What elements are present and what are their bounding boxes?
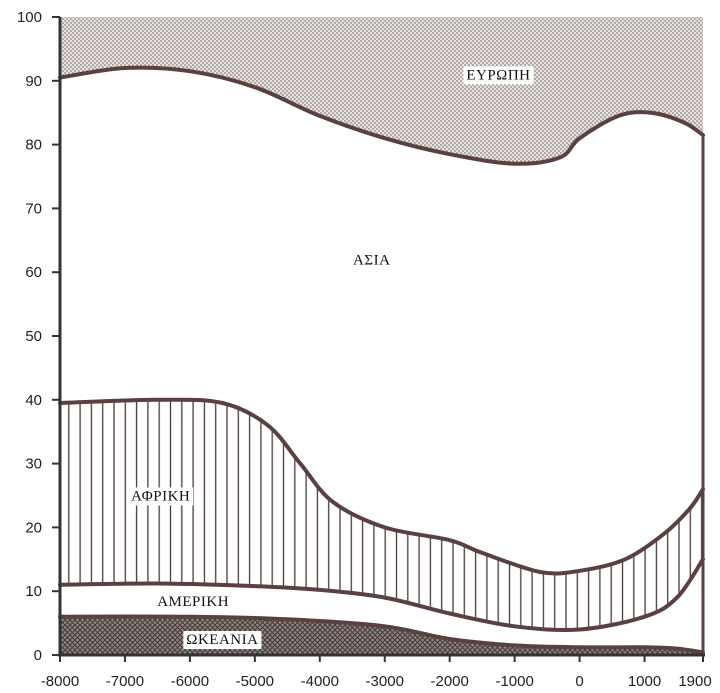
region-none bbox=[60, 559, 703, 653]
y-tick-label: 50 bbox=[25, 328, 42, 345]
region-label: ΑΦΡΙΚΗ bbox=[131, 489, 190, 505]
y-tick-label: 60 bbox=[25, 264, 42, 281]
region-label-background bbox=[183, 631, 262, 650]
x-tick-label: 0 bbox=[575, 673, 583, 690]
x-tick-label: -2000 bbox=[431, 673, 469, 690]
region-none bbox=[60, 67, 703, 574]
y-tick-label: 10 bbox=[25, 583, 42, 600]
region-label: ΑΜΕΡΙΚΗ bbox=[157, 594, 229, 610]
region-label-group: ΑΦΡΙΚΗ bbox=[128, 487, 194, 506]
boundary-line bbox=[58, 557, 705, 633]
y-tick-label: 80 bbox=[25, 137, 42, 154]
y-tick-label: 0 bbox=[34, 647, 42, 664]
region-label: ΕΥΡΩΠΗ bbox=[466, 67, 530, 83]
x-tick-label: -8000 bbox=[41, 673, 79, 690]
regions-layer bbox=[60, 17, 703, 655]
region-label-background bbox=[463, 66, 534, 85]
x-tick-label: -3000 bbox=[366, 673, 404, 690]
boundary-line bbox=[58, 614, 705, 655]
y-tick-label: 40 bbox=[25, 392, 42, 409]
region-label: ΑΣΙΑ bbox=[353, 252, 390, 268]
region-label-group: ΑΣΙΑ bbox=[353, 252, 390, 268]
boundary-lines bbox=[58, 65, 705, 655]
x-ticks: -8000 -7000 -6000 -5000 -4000 -3000 -2000 -1000… bbox=[41, 655, 712, 690]
x-tick-label: -4000 bbox=[301, 673, 339, 690]
x-tick-label: -6000 bbox=[171, 673, 209, 690]
y-tick-label: 20 bbox=[25, 519, 42, 536]
region-label: ΩΚΕΑΝΙΑ bbox=[186, 632, 258, 648]
y-ticks: 0 10 20 30 40 50 60 70 80 90 100 bbox=[17, 9, 60, 664]
region-label-group: ΕΥΡΩΠΗ bbox=[463, 66, 534, 85]
y-tick-label: 30 bbox=[25, 456, 42, 473]
region-labels: ΩΚΕΑΝΙΑ ΑΜΕΡΙΚΗ ΑΦΡΙΚΗ ΑΣΙΑ ΕΥΡΩΠΗ bbox=[128, 66, 534, 650]
x-tick-label: 1900 bbox=[678, 673, 711, 690]
region-label-group: ΑΜΕΡΙΚΗ bbox=[157, 594, 229, 610]
x-tick-label: -1000 bbox=[495, 673, 533, 690]
y-tick-label: 90 bbox=[25, 73, 42, 90]
x-tick-label: -5000 bbox=[236, 673, 274, 690]
y-tick-label: 100 bbox=[17, 9, 42, 26]
region-label-group: ΩΚΕΑΝΙΑ bbox=[183, 631, 262, 650]
y-tick-label: 70 bbox=[25, 200, 42, 217]
region-label-background bbox=[128, 487, 194, 506]
region-dots bbox=[60, 17, 703, 164]
boundary-line bbox=[58, 397, 705, 576]
x-tick-label: -7000 bbox=[106, 673, 144, 690]
x-tick-label: 1000 bbox=[628, 673, 661, 690]
boundary-line bbox=[58, 65, 705, 166]
